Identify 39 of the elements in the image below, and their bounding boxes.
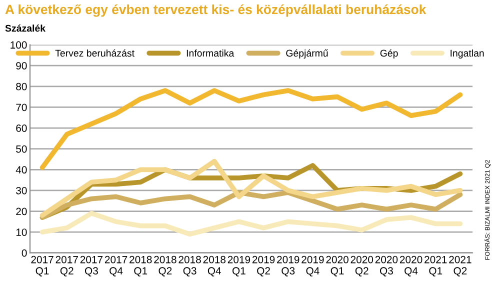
legend-label: Tervez beruházást xyxy=(55,49,134,57)
x-tick-label: 2020 Q2 xyxy=(350,256,374,276)
y-tick-label: 100 xyxy=(10,41,27,49)
x-tick-label: 2018 Q3 xyxy=(178,256,201,276)
x-tick-label: 2020 Q4 xyxy=(400,256,422,276)
line-series xyxy=(40,190,463,220)
x-tick-label: 2018 Q1 xyxy=(130,256,152,276)
y-tick-label: 70 xyxy=(16,104,27,112)
y-tick-label: 50 xyxy=(16,145,27,153)
legend-label: Informatika xyxy=(186,49,234,57)
y-axis-title: Százalék xyxy=(5,24,46,32)
line-series xyxy=(40,210,463,237)
y-tick-label: 90 xyxy=(16,62,27,70)
x-tick-label: 2017 Q4 xyxy=(104,256,128,276)
x-tick-label: 2017 Q2 xyxy=(56,256,78,276)
y-tick-label: 0 xyxy=(22,249,27,257)
y-tick-label: 40 xyxy=(16,166,27,174)
legend-label: Gép xyxy=(380,49,398,59)
y-tick-label: 20 xyxy=(16,208,27,216)
line-series xyxy=(40,88,463,170)
legend-label: Gépjármű xyxy=(286,49,328,59)
x-tick-label: 2020 Q1 xyxy=(326,256,348,276)
y-tick-label: 10 xyxy=(16,228,27,236)
x-tick-label: 2019 Q2 xyxy=(252,256,275,276)
x-tick-label: 2021 Q2 xyxy=(449,256,472,276)
chart-title: A következő egy évben tervezett kis- és középvállalati beruházások xyxy=(5,4,426,17)
x-tick-label: 2018 Q2 xyxy=(154,256,176,276)
y-tick-label: 60 xyxy=(16,124,27,132)
x-tick-label: 2017 Q3 xyxy=(80,256,103,276)
x-tick-label: 2018 Q4 xyxy=(203,256,226,276)
x-tick-label: 2020 Q3 xyxy=(375,256,398,276)
y-tick-label: 80 xyxy=(16,82,27,90)
x-tick-label: 2019 Q4 xyxy=(302,256,324,276)
x-tick-label: 2017 Q1 xyxy=(31,256,54,276)
x-tick-label: 2019 Q3 xyxy=(277,256,300,276)
legend-label: Ingatlan xyxy=(450,49,484,59)
x-tick-label: 2021 Q1 xyxy=(424,256,447,276)
y-tick-label: 30 xyxy=(16,186,27,194)
x-tick-label: 2019 Q1 xyxy=(228,256,250,276)
